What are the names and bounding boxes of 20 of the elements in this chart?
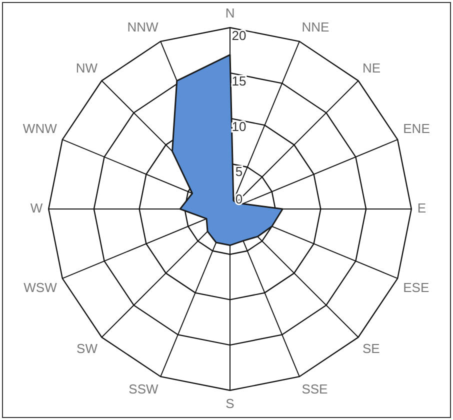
spoke-label: S [226, 396, 235, 411]
spoke-label: NW [76, 60, 98, 76]
spoke-label: N [225, 5, 235, 20]
spoke-label: SW [76, 340, 98, 356]
spoke-label: NE [362, 60, 381, 76]
spoke-label: ENE [403, 121, 430, 136]
spoke-label: SSE [302, 382, 328, 397]
y-tick-label: 5 [235, 164, 243, 180]
y-tick-label: 10 [232, 118, 246, 134]
y-tick-label: 15 [232, 74, 246, 89]
spoke-label: WSW [24, 280, 58, 296]
spoke-label: NNW [127, 20, 160, 35]
y-tick-label: 20 [232, 28, 246, 44]
spoke-label: E [417, 200, 426, 216]
spoke-label: NNE [302, 20, 330, 35]
spoke-label: SE [362, 340, 380, 356]
spoke-label: ESE [403, 280, 430, 296]
spoke-label: WNW [22, 121, 58, 136]
spoke-label: SSW [128, 382, 159, 397]
spoke-label: W [30, 200, 44, 216]
